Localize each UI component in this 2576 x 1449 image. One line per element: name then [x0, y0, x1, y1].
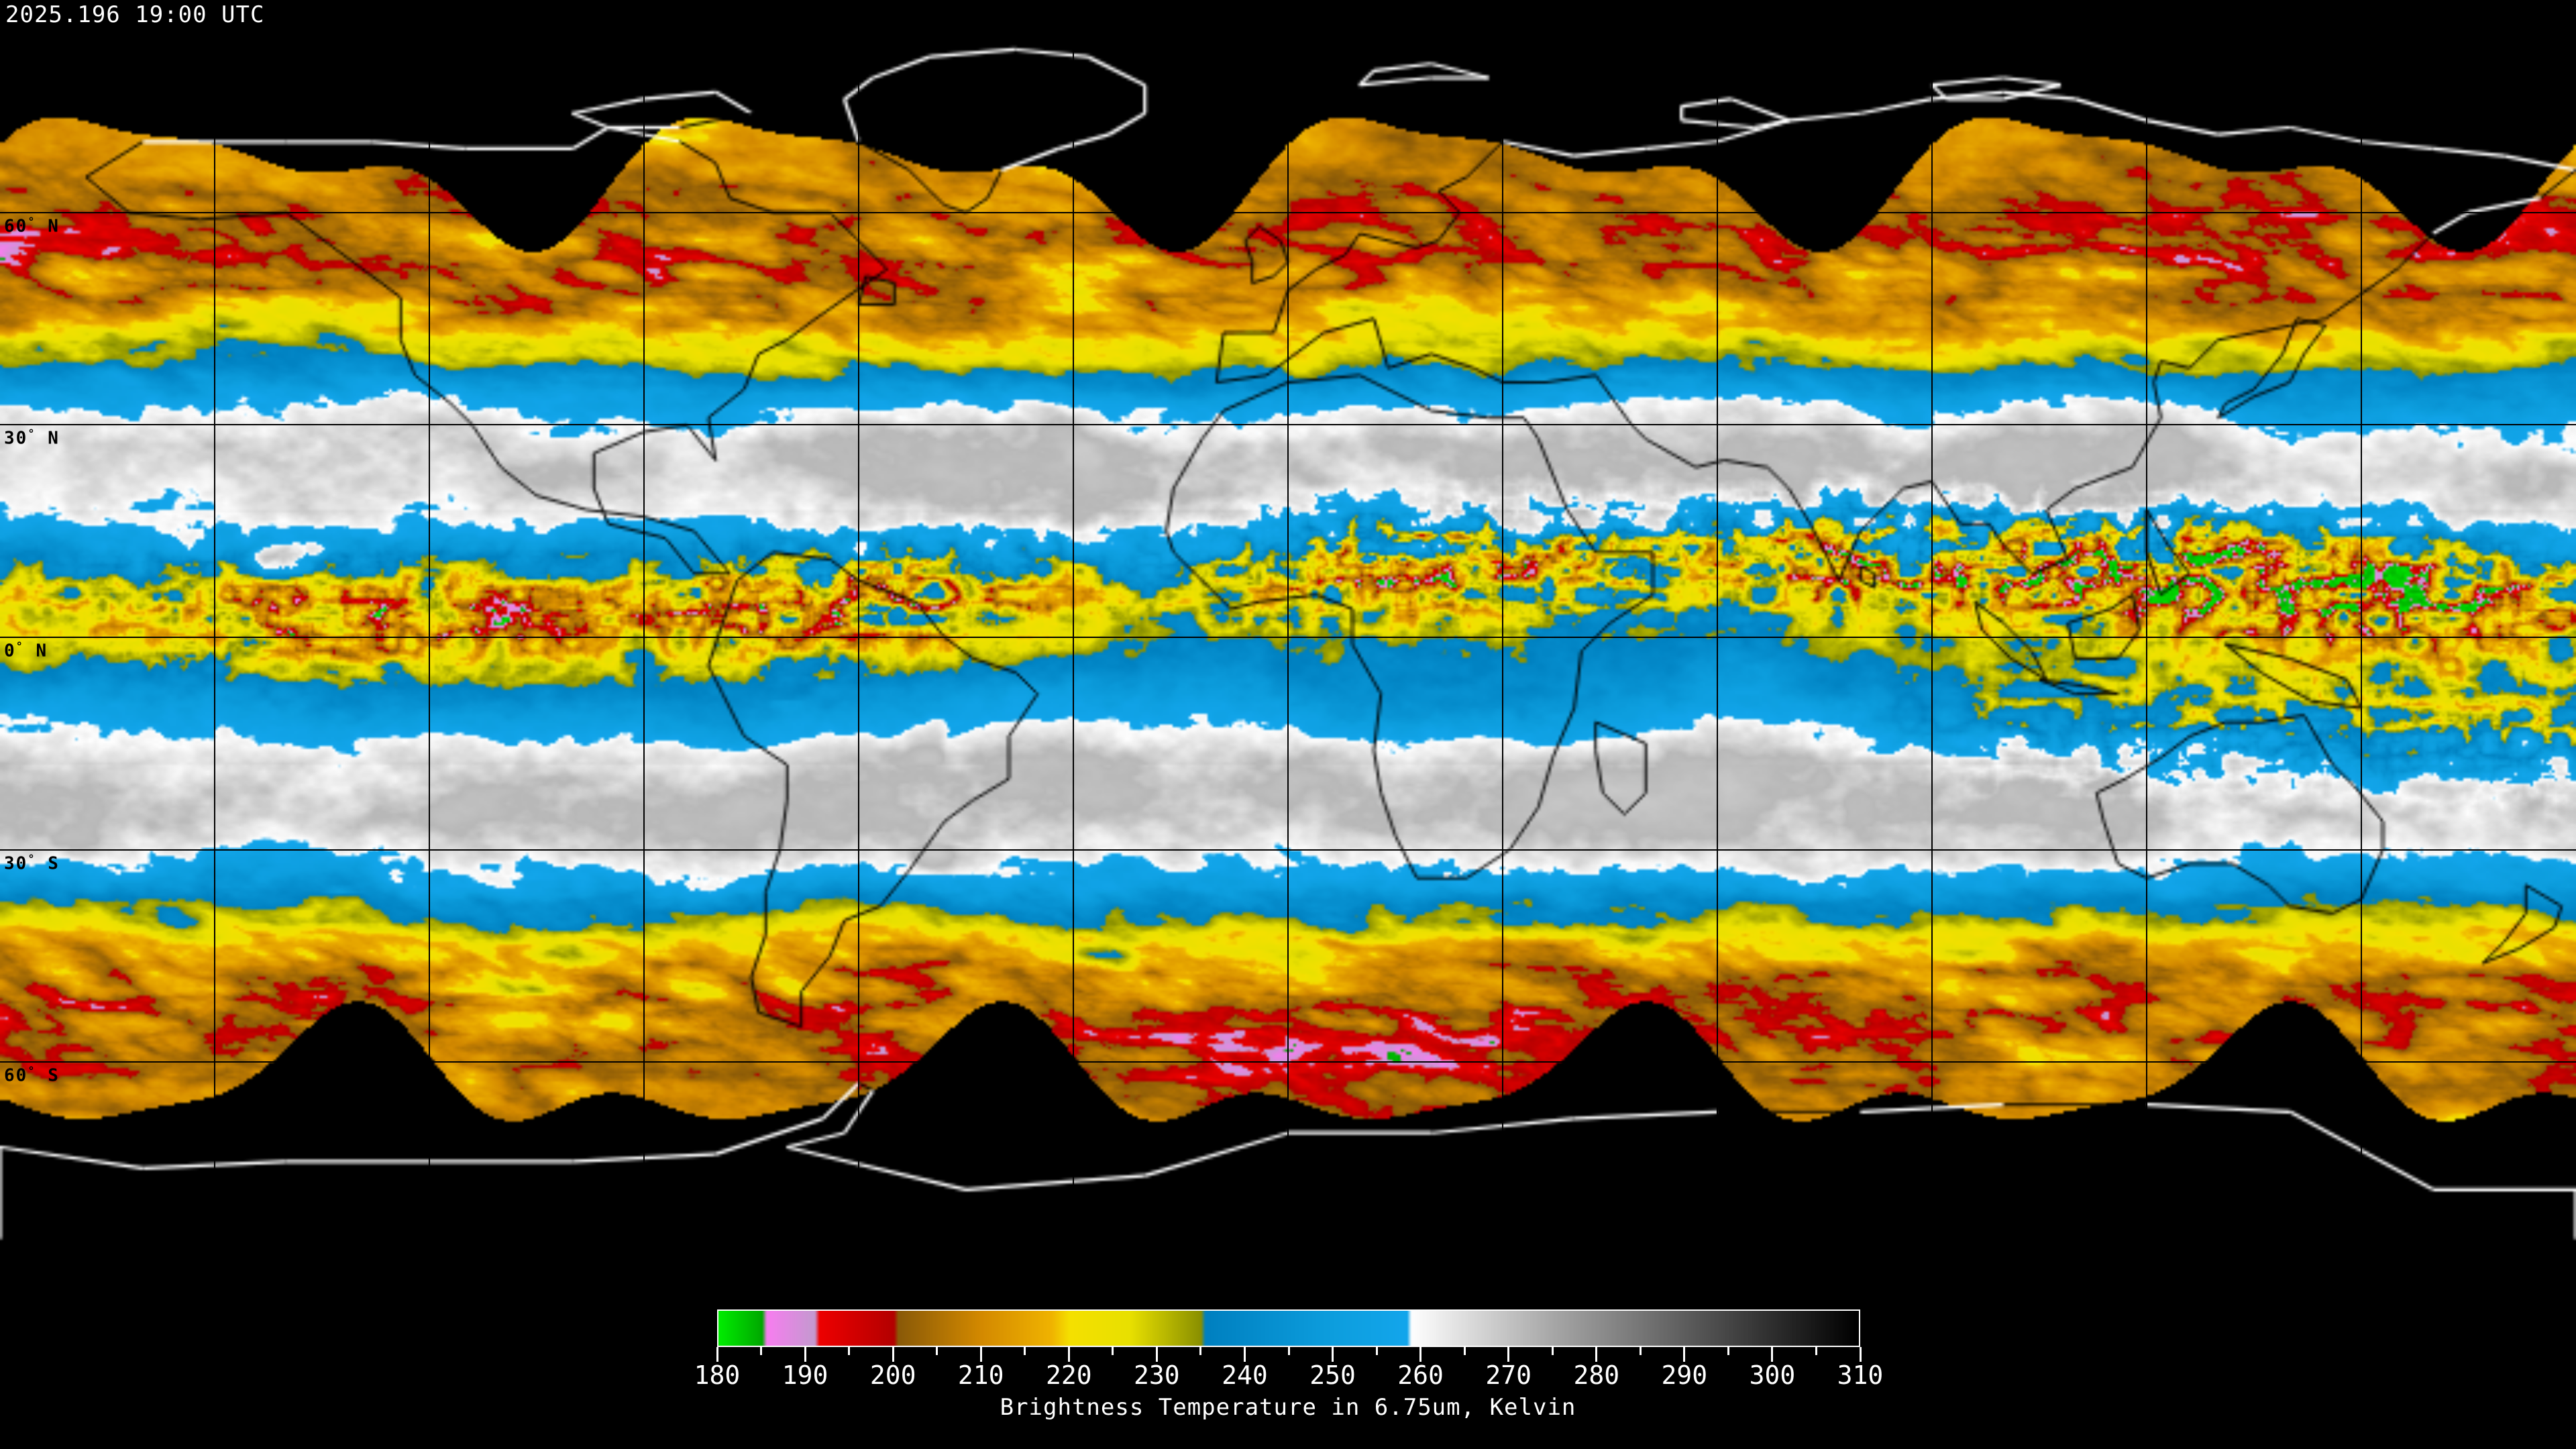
- colorbar-tick-label: 230: [1134, 1360, 1180, 1390]
- colorbar-major-tick: [1067, 1347, 1070, 1362]
- colorbar-major-tick: [1419, 1347, 1422, 1362]
- colorbar-tick-label: 200: [869, 1360, 916, 1390]
- colorbar-major-tick: [1859, 1347, 1862, 1362]
- colorbar-minor-tick: [1112, 1347, 1114, 1355]
- colorbar-minor-tick: [760, 1347, 763, 1355]
- colorbar-major-tick: [1683, 1347, 1686, 1362]
- colorbar-major-tick: [716, 1347, 718, 1362]
- colorbar-legend: 180 190 200 210 220 230 240 250 260 270 280 290 300 3…: [0, 1275, 2576, 1449]
- colorbar-ticks: [716, 1347, 1862, 1362]
- colorbar-minor-tick: [1024, 1347, 1026, 1355]
- water-vapor-canvas: [0, 0, 2576, 1275]
- colorbar-gradient: [718, 1311, 1859, 1346]
- colorbar-tick-label: 310: [1837, 1360, 1884, 1390]
- world-map-panel: 60° N 30° N 0° N 30° S 60° S: [0, 0, 2576, 1275]
- colorbar-minor-tick: [1463, 1347, 1466, 1355]
- colorbar-major-tick: [892, 1347, 894, 1362]
- colorbar-minor-tick: [1639, 1347, 1642, 1355]
- colorbar-major-tick: [1507, 1347, 1510, 1362]
- colorbar-tick-label: 220: [1045, 1360, 1092, 1390]
- colorbar-major-tick: [979, 1347, 982, 1362]
- brightness-temperature-raster: [0, 0, 2576, 1275]
- colorbar-tick-labels: 180 190 200 210 220 230 240 250 260 270 280 290 300 3…: [694, 1360, 1884, 1390]
- colorbar-tick-label: 270: [1485, 1360, 1532, 1390]
- colorbar-major-tick: [1155, 1347, 1158, 1362]
- colorbar-tick-label: 250: [1309, 1360, 1356, 1390]
- colorbar-major-tick: [804, 1347, 806, 1362]
- colorbar-tick-label: 290: [1661, 1360, 1708, 1390]
- colorbar-tick-label: 260: [1397, 1360, 1444, 1390]
- colorbar-tick-label: 210: [957, 1360, 1004, 1390]
- colorbar-major-tick: [1332, 1347, 1334, 1362]
- colorbar-tick-label: 180: [694, 1360, 741, 1390]
- colorbar-frame: [717, 1309, 1860, 1347]
- colorbar-minor-tick: [1815, 1347, 1817, 1355]
- timestamp-label: 2025.196 19:00 UTC: [5, 1, 265, 28]
- colorbar-major-tick: [1243, 1347, 1246, 1362]
- colorbar-minor-tick: [848, 1347, 851, 1355]
- colorbar-minor-tick: [1375, 1347, 1378, 1355]
- colorbar-tick-label: 240: [1222, 1360, 1268, 1390]
- colorbar-tick-label: 190: [782, 1360, 828, 1390]
- colorbar-minor-tick: [1199, 1347, 1202, 1355]
- colorbar-minor-tick: [1727, 1347, 1729, 1355]
- colorbar-tick-label: 280: [1573, 1360, 1620, 1390]
- colorbar-tick-label: 300: [1749, 1360, 1796, 1390]
- colorbar-major-tick: [1595, 1347, 1598, 1362]
- colorbar-minor-tick: [1551, 1347, 1554, 1355]
- colorbar-minor-tick: [1287, 1347, 1290, 1355]
- colorbar-major-tick: [1771, 1347, 1774, 1362]
- colorbar-minor-tick: [936, 1347, 938, 1355]
- colorbar-caption: Brightness Temperature in 6.75um, Kelvin: [1000, 1394, 1576, 1421]
